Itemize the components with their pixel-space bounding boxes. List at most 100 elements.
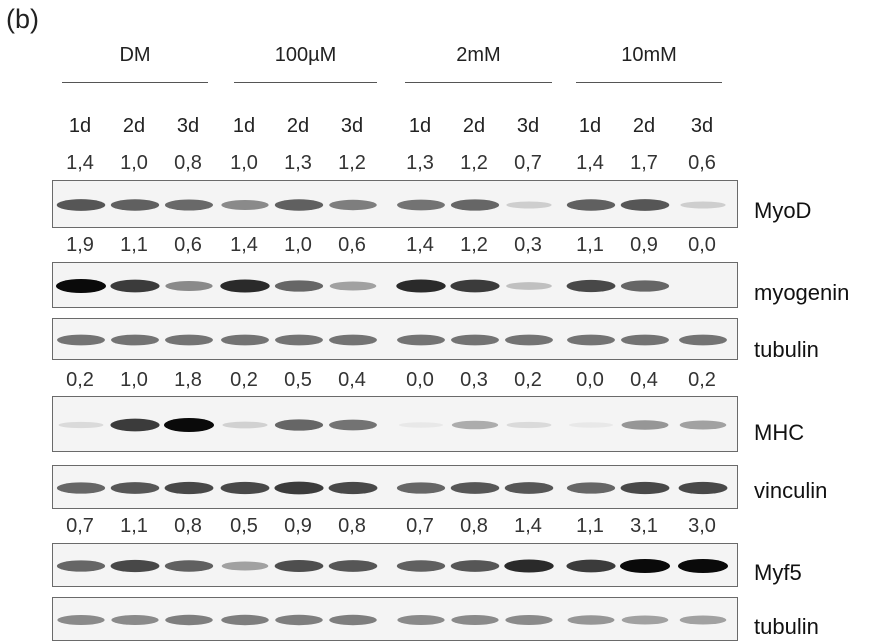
band: [397, 199, 445, 211]
band: [398, 422, 444, 428]
band: [504, 559, 554, 573]
band: [274, 481, 324, 495]
quant-value: 1,4: [514, 515, 542, 537]
quant-value: 0,2: [514, 369, 542, 391]
band: [396, 482, 446, 494]
band: [451, 615, 499, 625]
quant-value: 0,5: [230, 515, 258, 537]
quant-value: 0,3: [460, 369, 488, 391]
quant-value: 0,7: [66, 515, 94, 537]
band: [566, 199, 616, 211]
quant-value: 1,7: [630, 152, 658, 174]
band: [110, 279, 160, 293]
band: [328, 481, 378, 495]
quant-value: 1,4: [576, 152, 604, 174]
group-label: 2mM: [456, 44, 501, 66]
quant-value: 0,8: [460, 515, 488, 537]
band: [164, 418, 214, 432]
band: [621, 334, 669, 346]
quant-value: 0,8: [174, 515, 202, 537]
blot-bands: [57, 614, 727, 626]
quant-value: 1,2: [338, 152, 366, 174]
band: [566, 482, 616, 494]
band: [620, 559, 670, 573]
band: [567, 334, 615, 346]
band: [679, 334, 727, 346]
band: [505, 615, 553, 625]
band: [620, 199, 670, 211]
band: [396, 560, 446, 572]
band: [58, 421, 104, 429]
day-label: 1d: [408, 115, 432, 137]
quant-value: 0,2: [66, 369, 94, 391]
band: [450, 560, 500, 572]
quant-value: 0,7: [406, 515, 434, 537]
quant-value: 0,8: [174, 152, 202, 174]
band: [451, 420, 499, 430]
quant-value: 0,3: [514, 234, 542, 256]
band: [111, 615, 159, 625]
band: [396, 279, 446, 293]
band: [110, 482, 160, 494]
quant-value: 1,9: [66, 234, 94, 256]
band: [506, 201, 552, 209]
blot-bands: [56, 199, 726, 211]
quant-value: 0,9: [284, 515, 312, 537]
protein-label: MyoD: [754, 198, 812, 223]
quant-value: 0,0: [688, 234, 716, 256]
band: [450, 482, 500, 494]
day-label: 2d: [632, 115, 656, 137]
band: [329, 334, 377, 346]
quant-value: 0,2: [230, 369, 258, 391]
band: [164, 560, 214, 572]
band: [566, 279, 616, 293]
quant-value: 0,2: [688, 369, 716, 391]
band: [221, 614, 269, 626]
band: [679, 420, 727, 430]
band: [568, 422, 614, 428]
day-label: 1d: [232, 115, 256, 137]
day-label: 3d: [176, 115, 200, 137]
band: [397, 615, 445, 625]
band: [274, 559, 324, 573]
band: [165, 614, 213, 626]
protein-label: tubulin: [754, 614, 819, 639]
band: [164, 481, 214, 495]
day-label: 2d: [462, 115, 486, 137]
quant-value: 1,1: [576, 234, 604, 256]
group-underline: [576, 82, 722, 83]
blot-bands: [57, 334, 727, 346]
band: [222, 421, 268, 429]
band: [164, 199, 214, 211]
band: [274, 199, 324, 211]
quant-value: 1,1: [120, 234, 148, 256]
band: [221, 334, 269, 346]
band: [678, 559, 728, 573]
group-label: DM: [119, 44, 151, 66]
band: [165, 334, 213, 346]
day-label: 3d: [340, 115, 364, 137]
day-label: 1d: [578, 115, 602, 137]
band: [111, 334, 159, 346]
band: [504, 482, 554, 494]
band: [567, 615, 615, 625]
day-label: 3d: [516, 115, 540, 137]
group-label: 10mM: [621, 44, 677, 66]
band: [450, 279, 500, 293]
quant-value: 1,0: [120, 152, 148, 174]
quant-value: 0,9: [630, 234, 658, 256]
band: [57, 334, 105, 346]
band: [56, 279, 106, 293]
band: [56, 482, 106, 494]
band: [506, 282, 552, 290]
band: [329, 281, 377, 291]
band: [56, 199, 106, 211]
quant-value: 1,4: [406, 234, 434, 256]
quant-value: 3,0: [688, 515, 716, 537]
quant-value: 0,6: [688, 152, 716, 174]
quant-value: 1,3: [284, 152, 312, 174]
group-underline: [62, 82, 208, 83]
protein-label: MHC: [754, 420, 805, 445]
blot-bands: [56, 279, 670, 293]
quant-value: 0,4: [630, 369, 658, 391]
